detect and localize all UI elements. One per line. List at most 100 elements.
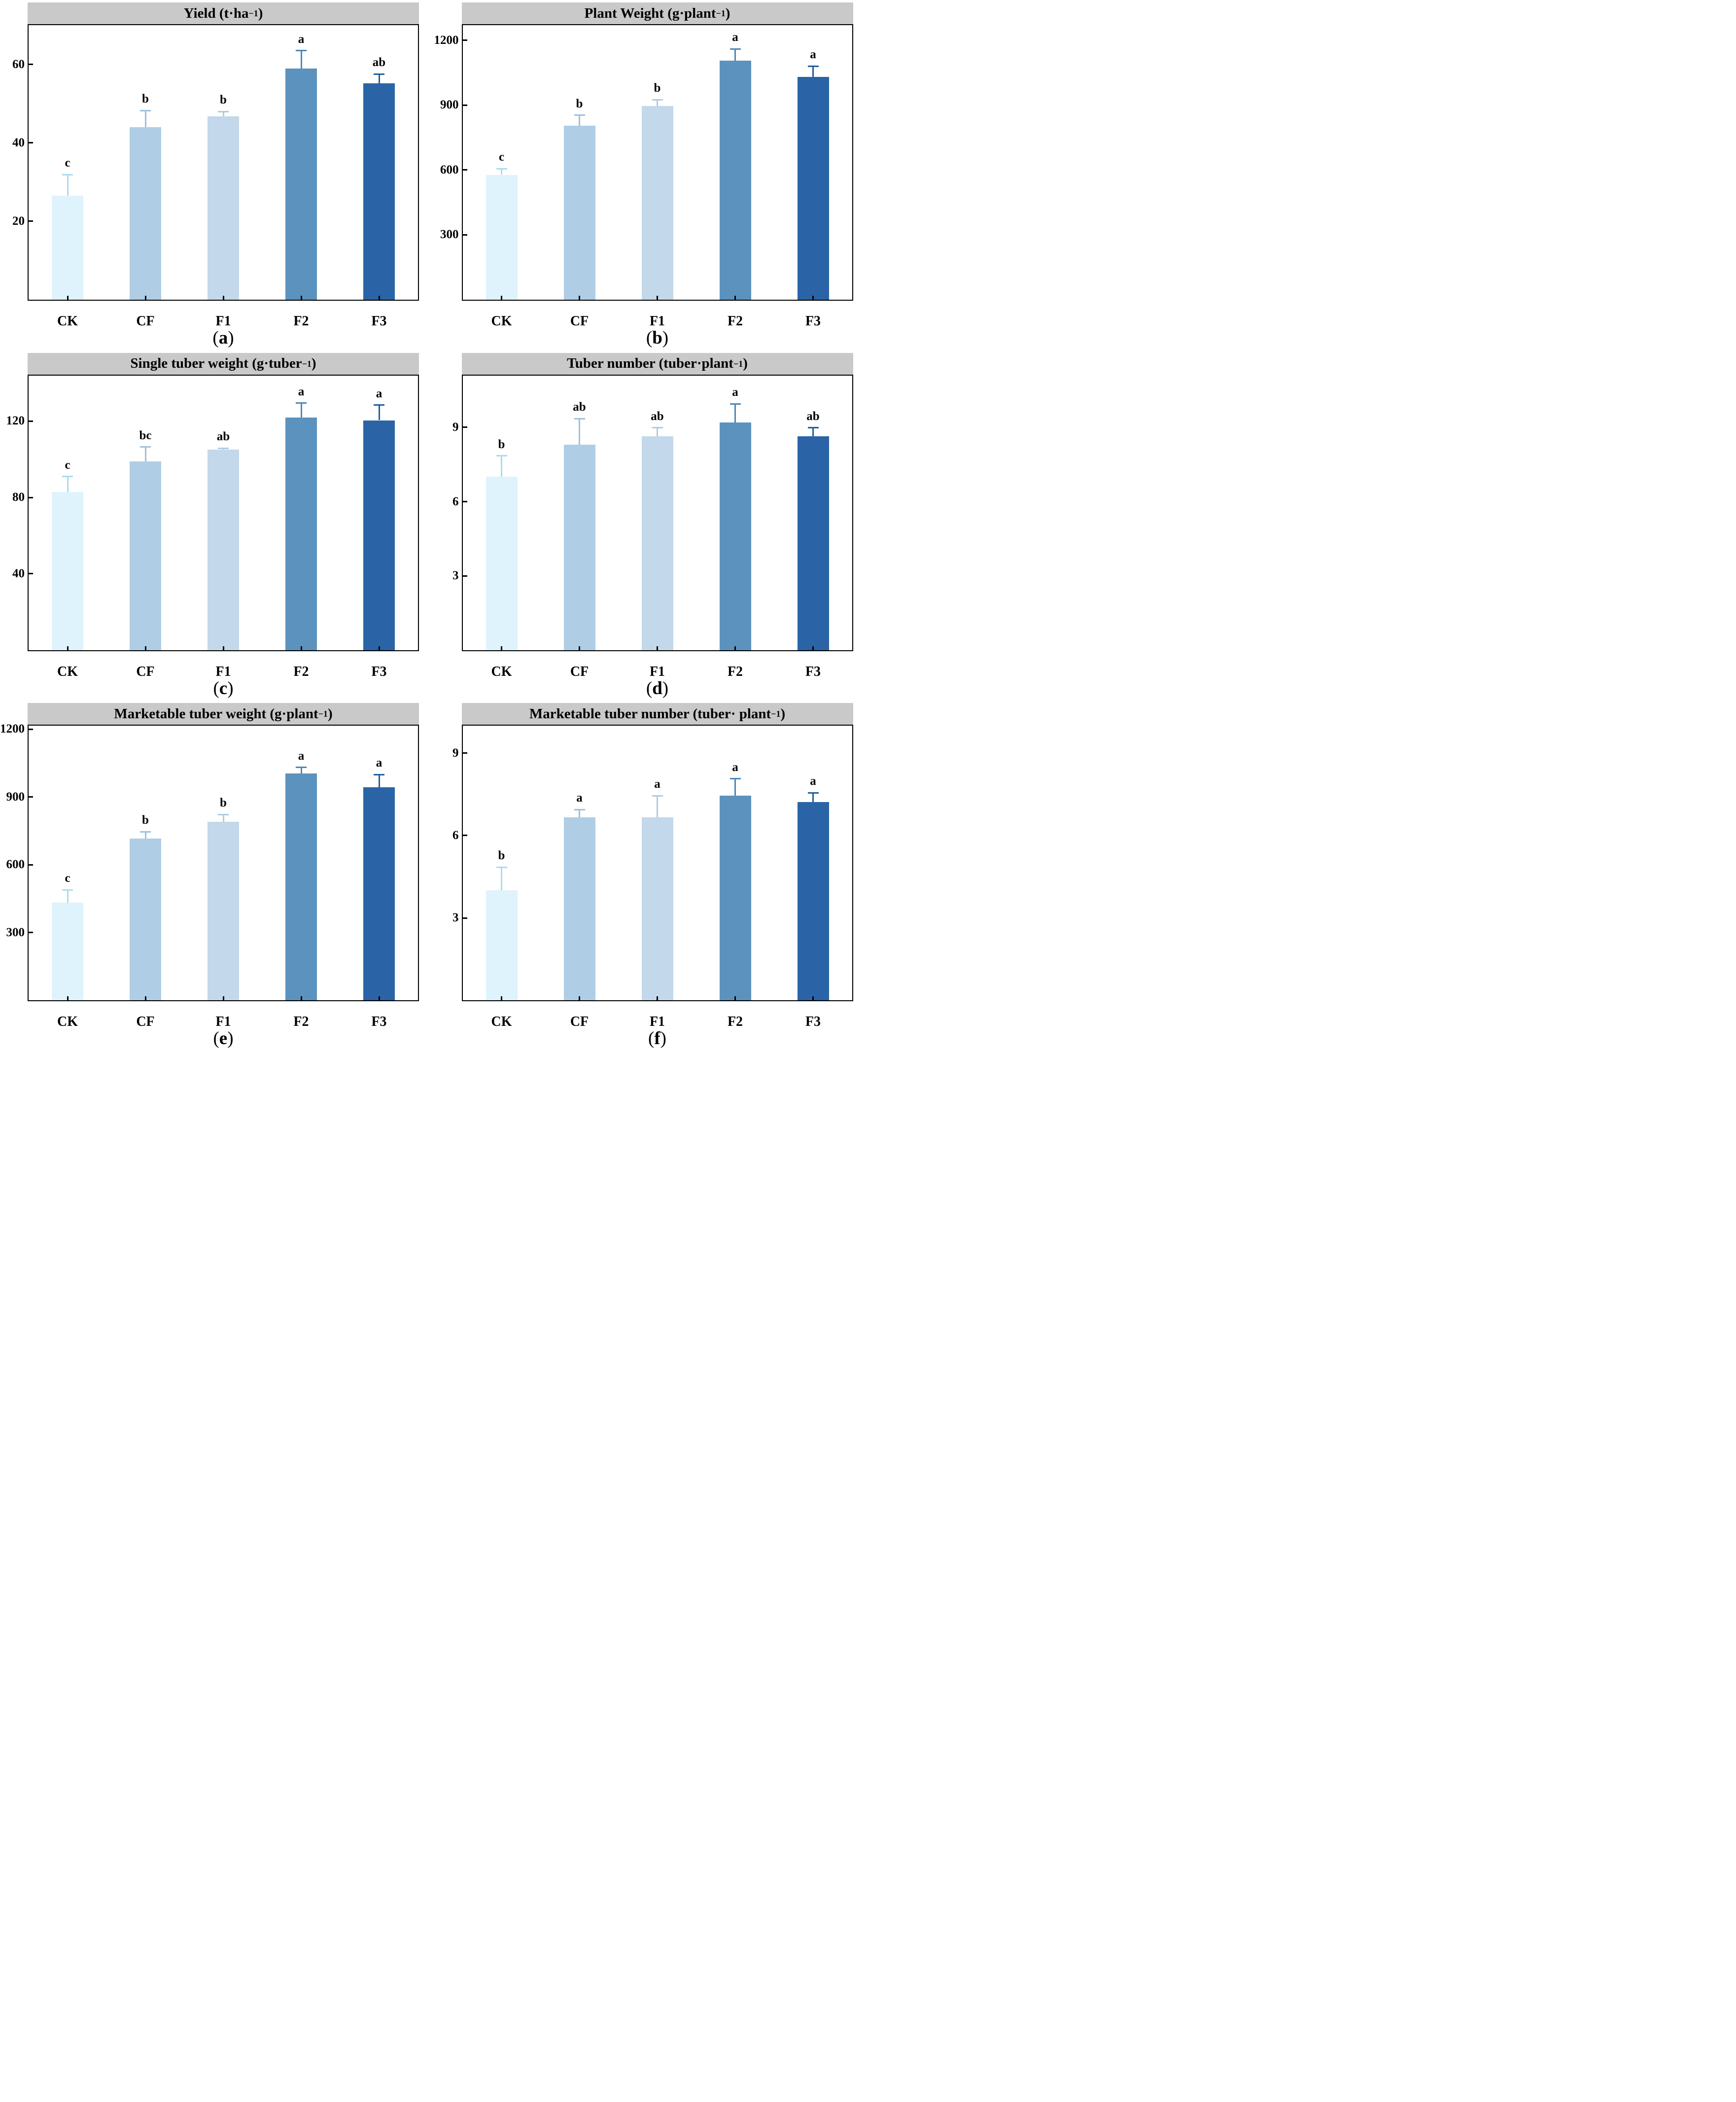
error-bar-cap — [296, 50, 307, 52]
x-category-label: CF — [570, 314, 589, 329]
error-bar — [222, 448, 224, 450]
error-bar — [734, 778, 736, 796]
error-bar-cap — [140, 446, 151, 448]
error-bar — [501, 867, 502, 891]
x-category-label: CK — [57, 1014, 78, 1030]
x-category-label: F2 — [293, 314, 309, 329]
y-axis-tick — [462, 104, 467, 106]
bar-ck — [52, 903, 83, 1001]
significance-letter: ab — [372, 56, 386, 70]
panel-label-e: (e) — [28, 1028, 419, 1049]
panel-label-letter: b — [652, 328, 662, 348]
error-bar — [657, 100, 658, 106]
y-axis-tick — [29, 864, 33, 866]
bar-f2 — [719, 422, 751, 650]
y-tick-label: 80 — [12, 490, 25, 504]
error-bar-cap — [62, 476, 73, 478]
error-bar — [67, 476, 69, 492]
error-bar — [579, 419, 580, 445]
significance-letter: c — [498, 150, 505, 164]
chart-title: Yield (t·ha — [183, 5, 249, 21]
y-axis-tick — [462, 39, 467, 41]
error-bar — [812, 427, 814, 436]
panel-label-paren-open: ( — [648, 1028, 655, 1049]
panel-label-letter: a — [218, 328, 228, 348]
bar-f1 — [208, 116, 239, 300]
x-category-label: F1 — [215, 1014, 231, 1030]
panel-label-paren-open: ( — [646, 328, 653, 348]
plot-area: c bc ab a a — [28, 374, 419, 651]
bar-cf — [130, 461, 161, 650]
panel-label-letter: c — [219, 678, 228, 699]
significance-letter: b — [498, 437, 505, 451]
panel-d: Tuber number (tuber·plant −1) 3 6 9 CK CF F1 F2 F… — [434, 350, 868, 701]
x-axis-tick — [378, 646, 380, 650]
panel-title-band: Marketable tuber weight (g·plant −1) — [28, 703, 419, 725]
x-category-label: CK — [491, 664, 512, 679]
bar-ck — [486, 890, 518, 1001]
error-bar — [222, 111, 224, 116]
y-axis-tick — [29, 573, 33, 575]
bar-cf — [563, 445, 595, 650]
panel-f: Marketable tuber number (tuber· plant −1)… — [434, 701, 868, 1051]
error-bar — [222, 814, 224, 822]
y-tick-label: 9 — [452, 420, 459, 434]
y-tick-label: 900 — [6, 790, 25, 804]
significance-letter: a — [810, 774, 816, 788]
panel-label-f: (f) — [462, 1028, 853, 1049]
y-axis-tick — [29, 932, 33, 934]
x-axis-tick — [812, 646, 814, 650]
significance-letter: a — [376, 756, 382, 770]
error-bar — [300, 767, 302, 774]
error-bar — [734, 49, 736, 61]
significance-letter: a — [654, 777, 660, 791]
panel-title-band: Plant Weight (g·plant −1) — [461, 2, 853, 24]
x-category-label: F3 — [371, 664, 387, 679]
chart-title: Marketable tuber weight (g·plant — [114, 705, 318, 722]
x-axis-tick — [579, 996, 580, 1001]
error-bar-cap — [296, 767, 307, 769]
x-axis-tick — [501, 296, 502, 300]
x-category-label: CF — [570, 1014, 589, 1030]
error-bar-cap — [807, 792, 819, 794]
chart-title-close: ) — [258, 5, 263, 21]
y-tick-label: 20 — [12, 214, 25, 228]
bar-f2 — [285, 68, 317, 300]
y-axis-tick — [462, 917, 467, 919]
error-bar — [144, 447, 146, 461]
bar-f3 — [797, 77, 829, 300]
error-bar-cap — [729, 48, 741, 50]
x-category-label: F1 — [649, 664, 665, 679]
bar-f3 — [797, 436, 829, 650]
significance-letter: b — [142, 813, 149, 827]
y-tick-label: 6 — [452, 494, 459, 508]
chart-title: Single tuber weight (g·tuber — [130, 355, 302, 372]
x-category-label: CF — [136, 314, 155, 329]
panel-label-paren-close: ) — [227, 678, 234, 699]
bar-f3 — [797, 802, 829, 1001]
chart-title-close: ) — [311, 355, 316, 372]
y-tick-label: 60 — [12, 57, 25, 71]
significance-letter: b — [220, 93, 227, 107]
x-category-label: F2 — [727, 1014, 743, 1030]
y-tick-label: 3 — [452, 569, 459, 583]
error-bar-cap — [62, 174, 73, 175]
panel-a: Yield (t·ha −1) 20 40 60 CK CF F1 F2 F3 c b b a ab (a) — [0, 0, 434, 350]
chart-title-close: ) — [725, 5, 730, 21]
error-bar-cap — [374, 404, 384, 406]
error-bar-cap — [218, 447, 229, 449]
significance-letter: a — [732, 31, 738, 44]
panel-e: Marketable tuber weight (g·plant −1) 300 60… — [0, 701, 434, 1051]
x-axis-tick — [144, 996, 146, 1001]
x-category-label: CK — [491, 1014, 512, 1030]
y-axis-tick — [462, 234, 467, 236]
panel-b: Plant Weight (g·plant −1) 300 600 900 1200 CK C… — [434, 0, 868, 350]
panel-label-paren-close: ) — [228, 328, 234, 348]
error-bar-cap — [807, 427, 819, 429]
panel-label-paren-close: ) — [227, 1028, 234, 1049]
x-axis-tick — [67, 646, 69, 650]
y-axis-tick — [29, 796, 33, 798]
x-axis-tick — [67, 996, 69, 1001]
error-bar-cap — [140, 831, 151, 833]
bar-ck — [52, 491, 83, 650]
